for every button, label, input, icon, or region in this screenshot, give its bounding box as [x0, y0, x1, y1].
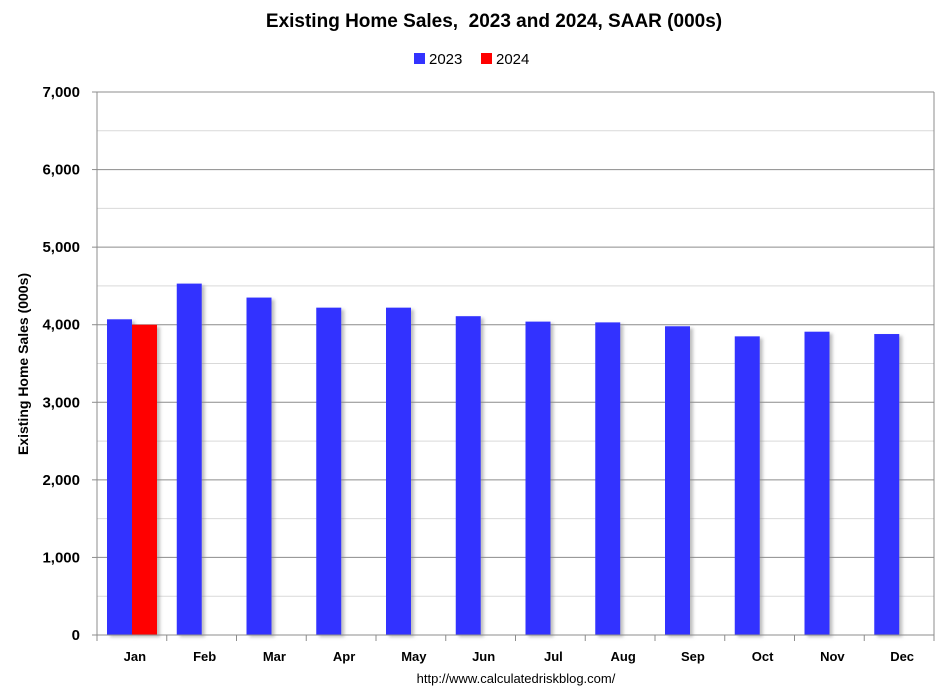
y-tick-label: 7,000 — [42, 84, 80, 101]
y-tick-label: 2,000 — [42, 472, 80, 489]
x-tick-label: May — [401, 649, 427, 664]
bar-2023-Feb — [176, 283, 202, 635]
bar-2023-Nov — [804, 331, 830, 635]
x-tick-label: Jun — [472, 649, 495, 664]
gridlines — [97, 91, 934, 597]
bar-2023-Mar — [246, 297, 272, 635]
y-axis-label: Existing Home Sales (000s) — [15, 273, 31, 455]
y-tick-label: 0 — [72, 627, 80, 644]
bar-2023-Aug — [595, 322, 621, 635]
y-axis-ticks: 0 1,000 2,000 3,000 4,000 5,000 6,000 7,000 — [42, 84, 97, 644]
bar-2023-Jan — [107, 319, 132, 635]
chart-title: Existing Home Sales, 2023 and 2024, SAAR… — [266, 11, 722, 32]
legend-swatch-2024 — [481, 53, 492, 64]
x-tick-label: Oct — [752, 649, 774, 664]
bars — [107, 283, 900, 635]
legend-label-2024: 2024 — [496, 51, 529, 68]
legend-swatch-2023 — [414, 53, 425, 64]
x-tick-label: Feb — [193, 649, 216, 664]
y-tick-label: 4,000 — [42, 317, 80, 334]
bar-2023-Dec — [874, 334, 900, 635]
x-axis-ticks: Jan Feb Mar Apr May Jun Jul Aug Sep Oct Nov Dec — [96, 635, 935, 664]
x-tick-label: Jan — [124, 649, 146, 664]
axes — [92, 92, 935, 636]
y-tick-label: 5,000 — [42, 239, 80, 256]
x-tick-label: Nov — [820, 649, 845, 664]
bar-2023-May — [386, 307, 411, 635]
x-tick-label: Sep — [681, 649, 705, 664]
y-tick-label: 3,000 — [42, 394, 80, 411]
bar-2023-Jul — [525, 321, 551, 635]
bar-2023-Jun — [455, 316, 481, 635]
bar-2023-Oct — [734, 336, 760, 635]
y-tick-label: 1,000 — [42, 549, 80, 566]
bar-2023-Sep — [665, 326, 690, 635]
bar-2023-Apr — [316, 307, 342, 635]
x-tick-label: Dec — [890, 649, 914, 664]
x-tick-label: Aug — [610, 649, 635, 664]
x-tick-label: Jul — [544, 649, 563, 664]
legend-label-2023: 2023 — [429, 51, 462, 68]
legend: 2023 2024 — [414, 51, 529, 68]
y-tick-label: 6,000 — [42, 162, 80, 179]
x-tick-label: Apr — [333, 649, 355, 664]
bar-2024-Jan — [132, 324, 157, 635]
source-url: http://www.calculatedriskblog.com/ — [417, 671, 616, 686]
x-tick-label: Mar — [263, 649, 286, 664]
